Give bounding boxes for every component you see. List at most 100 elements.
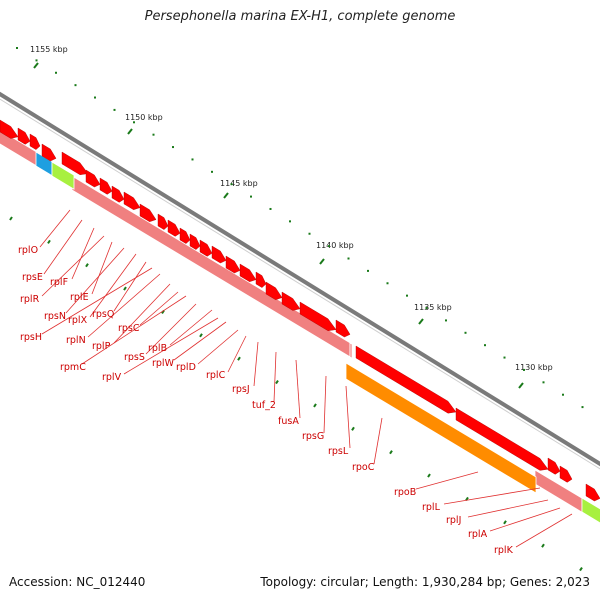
gene-arrow: [61, 151, 89, 176]
minor-tick: [172, 146, 174, 149]
gene-arrow: [225, 255, 241, 274]
feature-band-layer: [0, 129, 600, 524]
minor-tick-lower: [199, 333, 203, 338]
gene-label: rpsL: [328, 446, 349, 457]
minor-tick: [464, 331, 467, 334]
label-leader-line: [467, 499, 549, 518]
minor-tick: [445, 319, 447, 322]
kbp-tick-label: 1140 kbp: [316, 241, 354, 250]
gene-label: rpmC: [60, 362, 86, 373]
minor-tick-lower: [503, 520, 507, 525]
gene-label: rplD: [176, 362, 196, 373]
label-leader-line: [41, 235, 105, 297]
gene-arrow: [85, 169, 101, 188]
label-leader-line: [253, 341, 259, 387]
gene-arrow: [239, 263, 257, 282]
minor-tick: [35, 59, 38, 62]
kbp-tick-label: 1135 kbp: [414, 303, 452, 312]
label-leader-line: [415, 471, 479, 490]
cds-band: [349, 342, 353, 359]
gene-arrow: [157, 213, 169, 230]
minor-tick: [191, 158, 194, 161]
label-leader-line: [443, 487, 541, 505]
label-leader-line: [43, 219, 83, 275]
minor-tick-lower: [541, 543, 545, 548]
gene-arrow: [189, 233, 201, 250]
backbone-layer: [0, 91, 600, 470]
label-leader-line: [197, 329, 239, 365]
gene-arrow: [167, 219, 181, 237]
label-leader-line: [113, 261, 147, 312]
topology-text: Topology: circular; Length: 1,930,284 bp…: [260, 575, 590, 589]
cds-band: [534, 469, 583, 513]
gene-arrow: [299, 301, 337, 332]
gene-label: rplP: [92, 341, 111, 352]
minor-tick-lower: [47, 239, 51, 244]
minor-tick: [250, 195, 252, 198]
gene-label: rpsN: [44, 311, 66, 322]
gene-arrow-layer: [0, 119, 600, 502]
gene-label: rpsS: [124, 352, 145, 363]
label-leader-line: [39, 209, 71, 248]
gene-arrow: [265, 281, 283, 300]
minor-tick-lower: [389, 450, 393, 455]
label-leader-line: [515, 513, 573, 548]
gene-label: rplX: [68, 315, 88, 326]
tick-layer: 1155 kbp 1150 kbp 1145 kbp 1140 kbp 1135 kbp…: [9, 45, 584, 572]
label-leader-line: [123, 317, 219, 375]
label-leader-line: [87, 273, 161, 338]
kbp-tick-label: 1150 kbp: [125, 113, 163, 122]
kbp-major-tick: [319, 258, 325, 265]
backbone-inner-line: [0, 98, 600, 470]
orange-feature-band: [345, 362, 537, 494]
gene-label: rpoB: [394, 487, 416, 498]
minor-tick: [308, 232, 311, 235]
gene-arrow: [179, 227, 191, 244]
gene-arrow: [255, 271, 267, 288]
minor-tick: [406, 294, 408, 297]
gene-label: rplN: [66, 335, 86, 346]
kbp-tick-label: 1155 kbp: [30, 45, 68, 54]
minor-tick: [503, 356, 506, 359]
minor-tick-lower: [85, 263, 89, 268]
gene-label: rplA: [468, 529, 488, 540]
minor-tick: [289, 220, 291, 223]
minor-tick: [562, 393, 564, 396]
gene-arrow: [17, 127, 31, 145]
kbp-major-tick: [418, 318, 424, 325]
minor-tick: [94, 96, 96, 99]
label-leader-line: [273, 351, 277, 403]
gene-label: fusA: [278, 416, 299, 427]
gene-arrow: [281, 291, 301, 311]
label-leader-line: [295, 359, 301, 419]
label-leader-line: [41, 267, 153, 335]
gene-arrow: [585, 483, 600, 502]
label-leader-line: [373, 417, 383, 465]
gene-arrow: [111, 185, 125, 203]
label-leader-line: [145, 303, 197, 355]
gene-arrow: [455, 407, 549, 471]
gene-arrow: [335, 319, 351, 338]
minor-tick-lower: [237, 356, 241, 361]
kbp-major-tick: [518, 382, 524, 389]
kbp-tick-label: 1145 kbp: [220, 179, 258, 188]
minor-tick: [347, 257, 350, 260]
minor-tick: [542, 381, 545, 384]
minor-tick: [230, 183, 233, 186]
gene-label: rpoC: [352, 462, 375, 473]
kbp-major-tick: [33, 62, 39, 69]
label-leader-line: [113, 283, 171, 344]
minor-tick-lower: [9, 216, 13, 221]
gene-label: rplC: [206, 370, 226, 381]
label-leader-line: [71, 227, 95, 280]
green-feature-block: [581, 497, 600, 524]
gene-label: rplO: [18, 245, 38, 256]
gene-label: tuf_2: [252, 400, 276, 411]
minor-tick-lower: [313, 403, 317, 408]
minor-tick: [484, 344, 486, 347]
minor-tick-lower: [351, 426, 355, 431]
gene-label: rplK: [494, 545, 514, 556]
gene-label: rpsG: [302, 431, 324, 442]
gene-arrow: [29, 133, 41, 150]
